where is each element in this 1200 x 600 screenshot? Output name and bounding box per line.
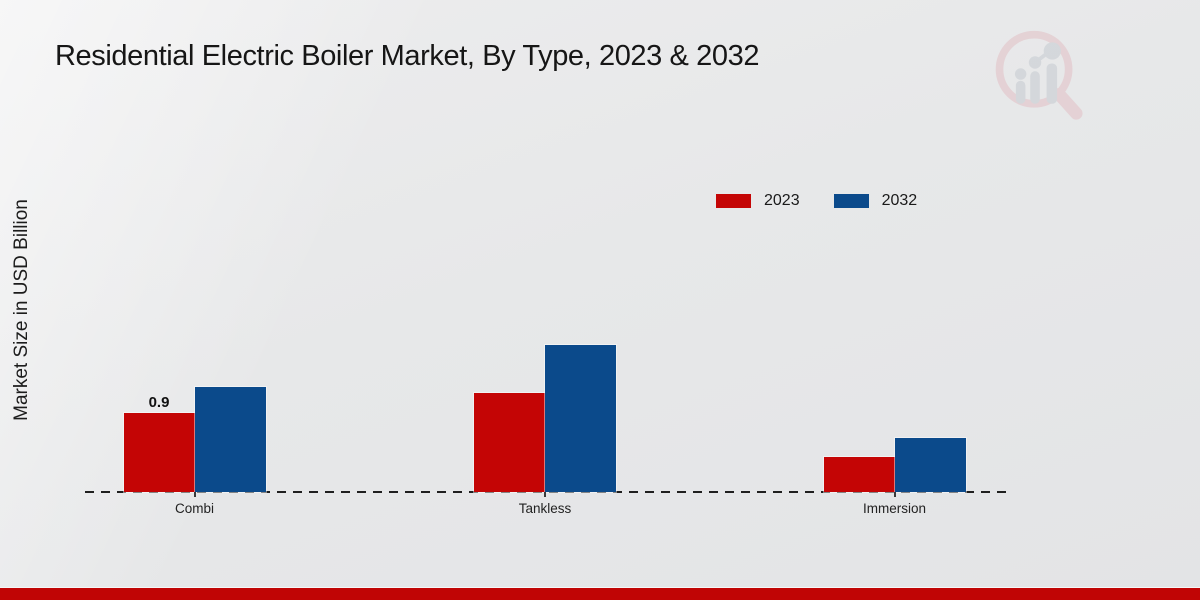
logo-bar-1 [1015, 80, 1026, 104]
market-research-future-logo [995, 30, 1083, 120]
legend-label-2032: 2032 [881, 192, 918, 209]
chart-title: Residential Electric Boiler Market, By T… [55, 40, 760, 72]
legend-swatch-2023 [716, 194, 751, 208]
legend-item-2032: 2032 [833, 192, 918, 210]
magnifier-handle-icon [1052, 87, 1083, 120]
bar-immersion-2032 [894, 438, 966, 492]
logo-dot-3 [1043, 42, 1061, 60]
legend-label-2023: 2023 [764, 192, 800, 209]
category-label-combi: Combi [174, 501, 214, 516]
legend-swatch-2032 [833, 194, 869, 208]
footer-red-band [0, 587, 1200, 600]
logo-bar-2 [1030, 71, 1040, 104]
bar-combi-2032 [194, 387, 266, 492]
bar-tankless-2032 [545, 345, 616, 492]
logo-bar-3 [1046, 63, 1058, 104]
x-axis-baseline [85, 491, 1007, 493]
bar-immersion-2023 [823, 456, 895, 492]
category-label-tankless: Tankless [518, 501, 572, 516]
bar-combi-2023 [123, 412, 195, 492]
x-axis-tick-combi [193, 492, 196, 497]
logo-dot-1 [1014, 68, 1027, 80]
data-label-0.9: 0.9 [148, 393, 170, 411]
bar-tankless-2023 [474, 393, 545, 492]
category-label-immersion: Immersion [862, 501, 926, 516]
legend: 2023 2032 [716, 192, 917, 210]
x-axis-tick-immersion [893, 492, 896, 497]
legend-item-2023: 2023 [716, 192, 800, 210]
x-axis-tick-tankless [544, 492, 546, 497]
magnifier-glass-icon [995, 30, 1073, 108]
